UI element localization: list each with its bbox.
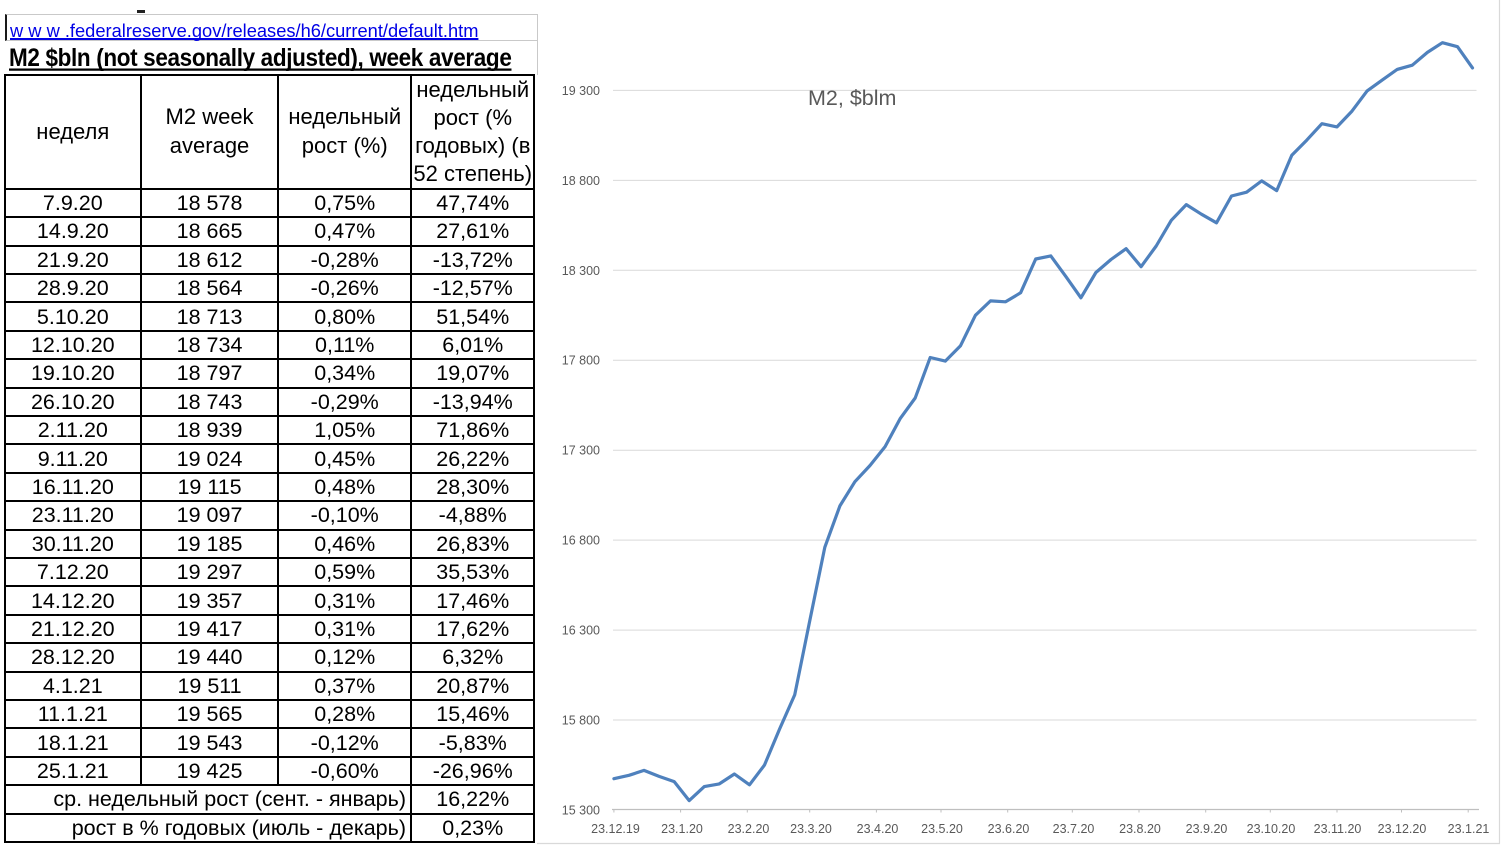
svg-text:23.12.19: 23.12.19 xyxy=(591,822,640,836)
svg-text:16 300: 16 300 xyxy=(562,624,600,638)
svg-text:23.11.20: 23.11.20 xyxy=(1314,822,1362,836)
svg-text:17 300: 17 300 xyxy=(562,444,600,458)
svg-text:15 800: 15 800 xyxy=(562,714,600,728)
svg-text:23.3.20: 23.3.20 xyxy=(790,822,832,836)
svg-text:23.7.20: 23.7.20 xyxy=(1053,822,1095,836)
svg-text:23.2.20: 23.2.20 xyxy=(728,822,770,836)
svg-text:23.9.20: 23.9.20 xyxy=(1186,822,1228,836)
svg-text:18 800: 18 800 xyxy=(562,174,600,188)
svg-text:23.6.20: 23.6.20 xyxy=(988,822,1030,836)
svg-text:17 800: 17 800 xyxy=(562,354,600,368)
svg-text:23.10.20: 23.10.20 xyxy=(1247,822,1296,836)
svg-text:16 800: 16 800 xyxy=(562,534,600,548)
svg-text:15 300: 15 300 xyxy=(562,804,600,818)
svg-text:23.12.20: 23.12.20 xyxy=(1378,822,1427,836)
svg-text:23.5.20: 23.5.20 xyxy=(921,822,963,836)
svg-text:23.1.21: 23.1.21 xyxy=(1448,822,1490,836)
svg-text:M2, $blm: M2, $blm xyxy=(808,86,896,110)
svg-text:23.4.20: 23.4.20 xyxy=(857,822,899,836)
svg-text:18 300: 18 300 xyxy=(562,264,600,278)
svg-text:23.1.20: 23.1.20 xyxy=(661,822,703,836)
svg-text:19 300: 19 300 xyxy=(562,84,600,98)
svg-text:23.8.20: 23.8.20 xyxy=(1119,822,1161,836)
